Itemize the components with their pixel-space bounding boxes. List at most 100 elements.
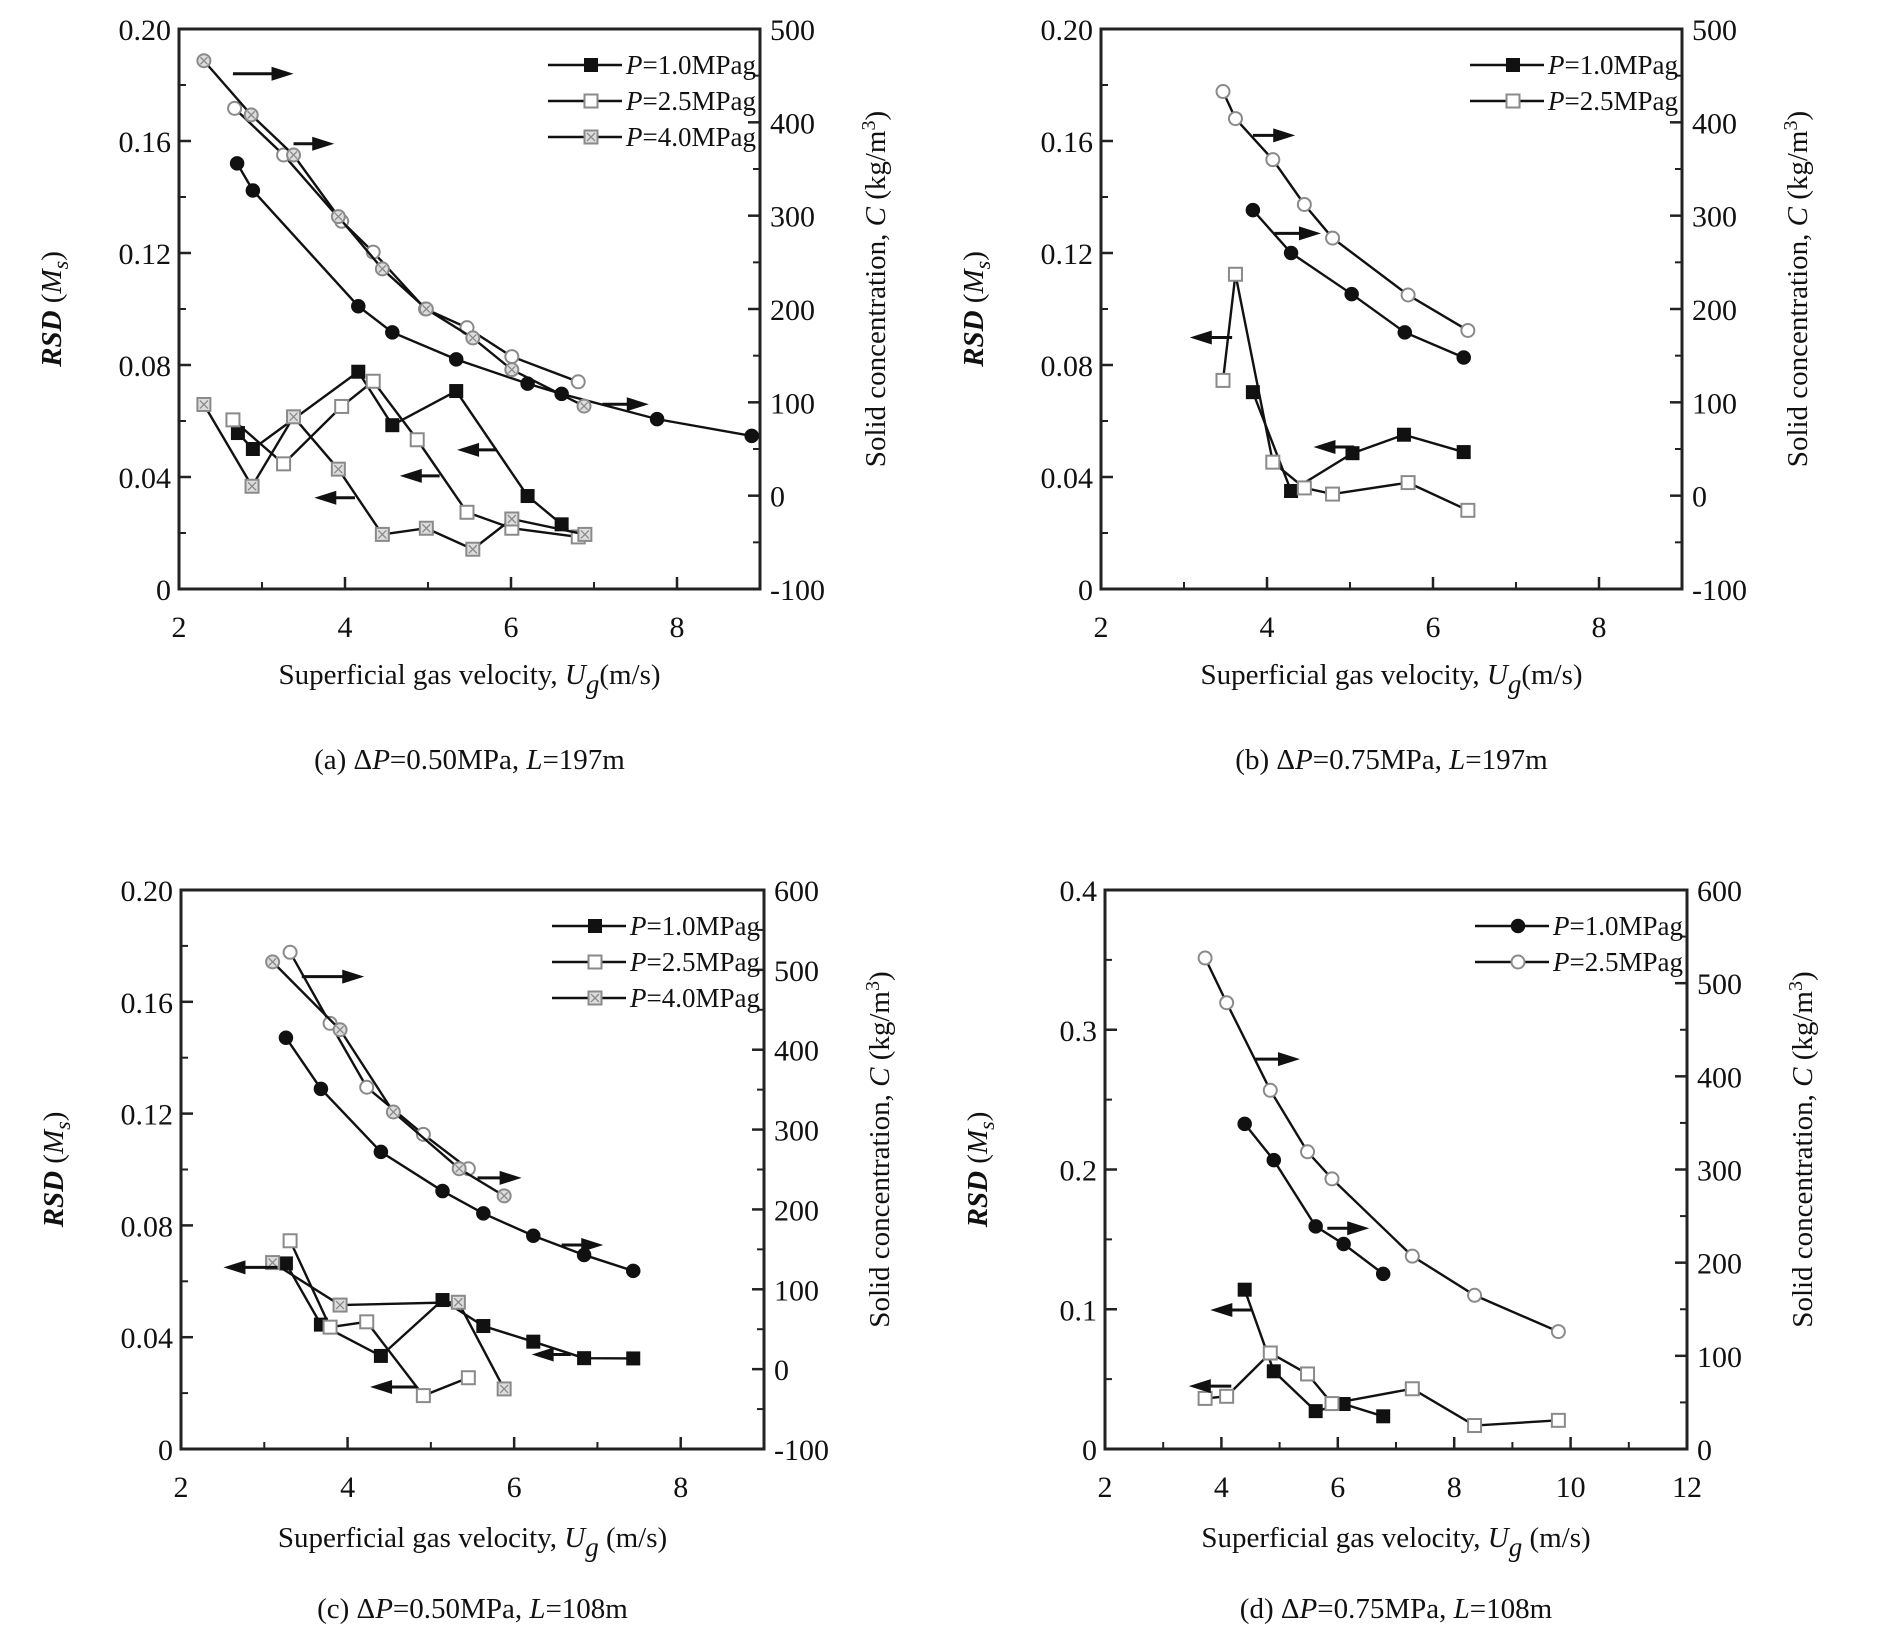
data-point (520, 489, 535, 504)
y-label-sub: s (970, 261, 995, 270)
y-right-axis-label: Solid concentration, C (kg/m3) (1780, 111, 1814, 467)
legend-marker (587, 954, 603, 970)
data-point (625, 1263, 641, 1279)
arrow-head (1189, 330, 1212, 345)
y-axis-right: -100 0 100 200 300 400 500 (1670, 14, 1747, 607)
arrow-right-icon (1252, 128, 1296, 143)
data-point (385, 1104, 401, 1120)
arrow-head (457, 442, 480, 457)
marker-cross (590, 993, 600, 1003)
marker-cross (455, 1164, 464, 1173)
x-label-sub: g (586, 669, 600, 699)
legend-var: P (625, 50, 643, 80)
data-point (278, 1030, 294, 1045)
series-filled-circle-right (1237, 1116, 1391, 1282)
y-label-var: RSD (958, 310, 990, 367)
data-point (570, 374, 586, 390)
y-left-tick-label: 0 (156, 574, 171, 607)
data-point (245, 442, 260, 456)
data-point (1460, 502, 1476, 518)
data-point (385, 418, 400, 433)
data-point (244, 478, 260, 494)
y-left-tick-label: 0 (158, 1434, 173, 1467)
caption-prefix: (c) (317, 1593, 356, 1625)
legend-label: P=1.0MPag (629, 911, 760, 941)
data-point (351, 364, 366, 379)
data-point (1396, 427, 1411, 442)
data-point (496, 1381, 512, 1397)
data-point (1308, 1219, 1323, 1234)
data-point (225, 412, 241, 428)
caption-pressure: =0.75MPa, (1313, 744, 1449, 776)
y-right-tick-label: 0 (774, 1354, 789, 1387)
arrow-left-icon (1189, 330, 1233, 345)
arrow-left-icon (223, 1260, 278, 1275)
legend-text: =2.5MPag (1570, 947, 1683, 977)
y-left-tick-label: 0.12 (121, 1099, 174, 1132)
data-point (1266, 1152, 1282, 1168)
x-label-text: Superficial gas velocity, (278, 1522, 564, 1554)
arrow-head (1188, 1379, 1211, 1394)
x-tick-label: 10 (1556, 1471, 1586, 1504)
y-right-label-unit: (kg/m (864, 991, 896, 1068)
caption-delta: Δ (1281, 1593, 1300, 1625)
arrow-head (1210, 1302, 1233, 1317)
legend-item: P=2.5MPag (1470, 86, 1678, 116)
data-point (1400, 287, 1416, 303)
x-label-var: U (1487, 659, 1510, 691)
data-point (450, 1294, 466, 1310)
data-point (229, 156, 245, 171)
x-tick-label: 4 (1214, 1471, 1229, 1504)
data-point (460, 1370, 476, 1386)
data-point (286, 409, 302, 425)
y-label-paren: ( (958, 294, 990, 311)
legend-label: P=1.0MPag (1547, 50, 1678, 80)
y-right-label-unit: (kg/m (1787, 991, 1819, 1068)
marker-cross (199, 56, 208, 65)
x-tick-label: 8 (673, 1471, 688, 1504)
data-point (1227, 266, 1243, 282)
y-left-axis-label: RSD (Ms) (38, 1112, 75, 1229)
panel-caption: (a) ΔP=0.50MPa, L=197m (314, 744, 625, 776)
data-point (448, 352, 464, 367)
series-line (284, 1037, 634, 1273)
series-line (236, 162, 752, 438)
legend-label: P=2.5MPag (625, 86, 756, 116)
y-axis-right: 0 100 200 300 400 500 600 (1675, 875, 1742, 1467)
arrow-head (1298, 226, 1321, 241)
legend-marker (1506, 58, 1520, 72)
marker-cross (507, 514, 517, 524)
y-left-tick-label: 0.4 (1060, 875, 1098, 908)
data-point (276, 456, 292, 472)
y-right-label-close: ) (1782, 111, 1814, 121)
y-label-paren: ) (958, 251, 990, 261)
arrow-right-icon (232, 66, 294, 81)
series-open-square-left (282, 1233, 476, 1404)
y-label-sub: s (50, 1121, 75, 1130)
series-open-square-left (1197, 1345, 1566, 1434)
legend-label: P=4.0MPag (629, 983, 760, 1013)
panel-a: 2 4 6 8 0 0.04 0.08 0.12 0.16 0.20 -100 0 100 200 300 4… (36, 14, 892, 776)
marker-cross (580, 402, 588, 411)
caption-l: L (1453, 1593, 1470, 1625)
y-right-tick-label: 300 (1692, 201, 1737, 234)
x-label-unit: (m/s) (599, 1522, 667, 1554)
data-point (576, 398, 592, 414)
y-right-tick-label: 500 (774, 955, 819, 988)
legend-text: =1.0MPag (643, 50, 756, 80)
x-label-var: U (564, 1522, 587, 1554)
data-point (577, 1351, 592, 1366)
x-label-unit: (m/s) (599, 659, 660, 691)
arrow-right-icon (602, 397, 649, 412)
data-point (1344, 286, 1359, 302)
marker-cross (336, 1025, 345, 1034)
data-point (1308, 1404, 1323, 1419)
y-label-sym: M (958, 268, 990, 295)
data-point (1265, 454, 1281, 470)
data-point (282, 944, 298, 960)
legend-var: P (629, 983, 647, 1013)
y-right-tick-label: 400 (1697, 1061, 1742, 1094)
y-left-tick-label: 0.04 (121, 1322, 174, 1355)
caption-l: L (1448, 744, 1465, 776)
